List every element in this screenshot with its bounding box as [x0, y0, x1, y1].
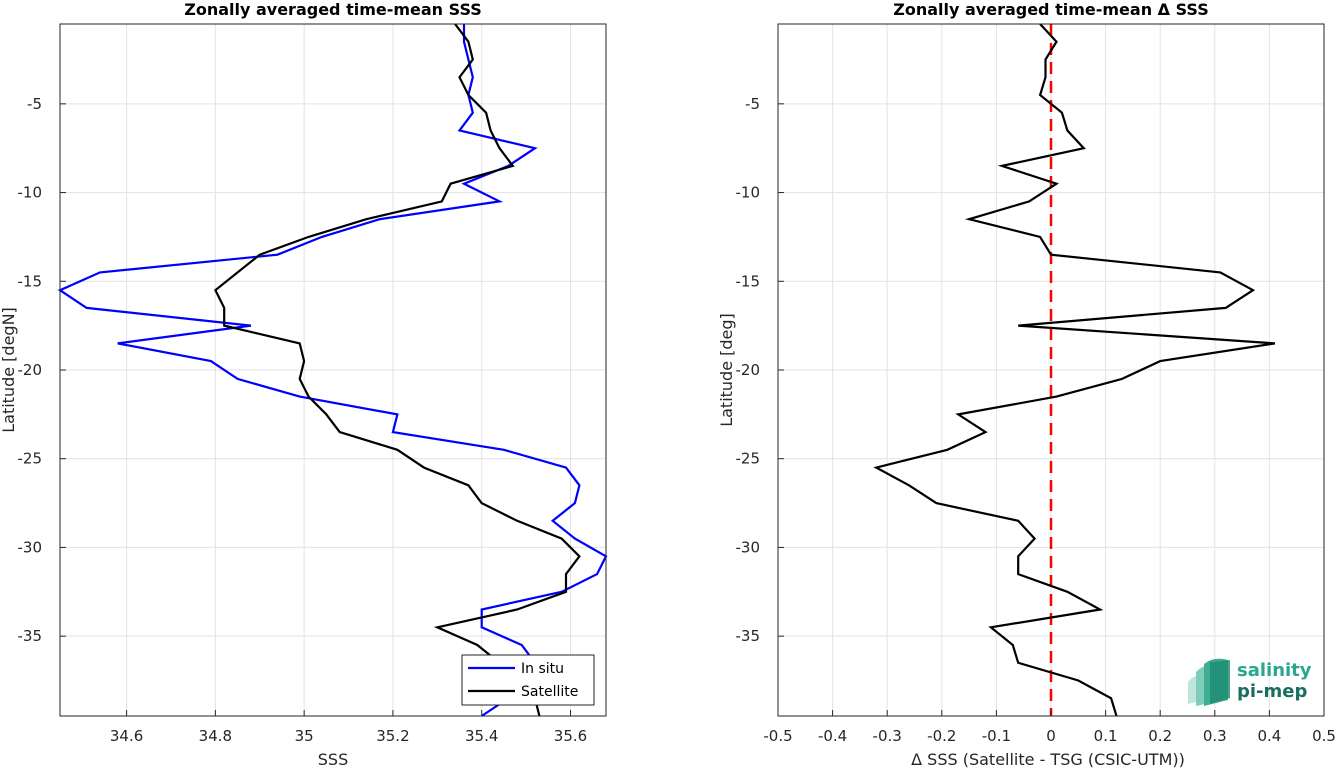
- delta-y-tick-label: -30: [736, 538, 761, 556]
- sss-y-axis-label: Latitude [degN]: [0, 307, 18, 433]
- delta-x-tick-label: 0.4: [1257, 727, 1281, 745]
- sss-y-tick-label: -25: [18, 450, 43, 468]
- delta-x-tick-label: -0.3: [873, 727, 902, 745]
- delta-x-tick-label: 0.5: [1312, 727, 1336, 745]
- delta-x-tick-label: 0.1: [1094, 727, 1118, 745]
- delta-y-tick-label: -20: [736, 361, 761, 379]
- delta-y-tick-label: -5: [745, 95, 760, 113]
- sss-x-tick-label: 34.8: [199, 727, 232, 745]
- sss-grid: [60, 24, 606, 716]
- legend-box: [461, 654, 595, 706]
- sss-x-tick-label: 35: [295, 727, 314, 745]
- salinity-pimep-logo: salinity pi-mep: [1188, 658, 1312, 706]
- sss-y-tick-label: -20: [18, 361, 43, 379]
- sss-x-axis-label: SSS: [318, 750, 348, 769]
- legend-label-satellite: Satellite: [521, 684, 578, 700]
- sss-x-tick-label: 35.4: [465, 727, 498, 745]
- legend-label-in-situ: In situ: [521, 661, 564, 677]
- sss-y-tick-label: -35: [18, 627, 43, 645]
- sss-x-tick-label: 35.6: [554, 727, 587, 745]
- delta-y-tick-label: -25: [736, 450, 761, 468]
- logo-text-pimep: pi-mep: [1237, 681, 1307, 702]
- logo-wave-icon: [1188, 658, 1230, 706]
- delta-y-axis-label: Latitude [deg]: [717, 313, 736, 427]
- delta-series: [873, 23, 1276, 717]
- sss-y-tick-label: -15: [18, 272, 43, 290]
- delta-x-tick-label: -0.1: [982, 727, 1011, 745]
- series-line-delta: [873, 23, 1276, 717]
- sss-series: [57, 23, 608, 717]
- delta-x-tick-label: 0.2: [1148, 727, 1172, 745]
- delta-y-tick-label: -35: [736, 627, 761, 645]
- delta-x-tick-label: 0.3: [1203, 727, 1227, 745]
- delta-x-tick-label: -0.5: [763, 727, 792, 745]
- series-line-in-situ: [57, 24, 608, 717]
- sss-legend: In situ Satellite: [461, 654, 595, 706]
- sss-x-tick-label: 34.6: [110, 727, 143, 745]
- sss-chart-title: Zonally averaged time-mean SSS: [184, 0, 482, 19]
- delta-x-tick-label: -0.4: [818, 727, 847, 745]
- delta-y-tick-label: -10: [736, 184, 761, 202]
- delta-chart-title: Zonally averaged time-mean Δ SSS: [893, 0, 1209, 19]
- sss-y-tick-label: -30: [18, 538, 43, 556]
- sss-panel: 34.6 34.8 35 35.2 35.4 35.6 -5 -10 -15 -20 -25 -30…: [0, 0, 608, 769]
- delta-x-axis-label: Δ SSS (Satellite - TSG (CSIC-UTM)): [911, 750, 1185, 769]
- sss-y-ticks: -5 -10 -15 -20 -25 -30 -35: [18, 95, 66, 645]
- delta-x-tick-label: -0.2: [927, 727, 956, 745]
- sss-x-ticks: 34.6 34.8 35 35.2 35.4 35.6: [110, 710, 587, 745]
- series-line-satellite: [214, 23, 581, 717]
- delta-x-tick-label: 0: [1046, 727, 1056, 745]
- sss-y-tick-label: -10: [18, 184, 43, 202]
- sss-x-tick-label: 35.2: [376, 727, 409, 745]
- sss-y-tick-label: -5: [27, 95, 42, 113]
- logo-text-salinity: salinity: [1237, 660, 1312, 681]
- delta-y-tick-label: -15: [736, 272, 761, 290]
- delta-sss-panel: -0.5 -0.4 -0.3 -0.2 -0.1 0 0.1 0.2 0.3 0.4 0.5 -5-…: [717, 0, 1336, 769]
- delta-x-ticks: -0.5 -0.4 -0.3 -0.2 -0.1 0 0.1 0.2 0.3 0.4 0.5: [763, 710, 1336, 745]
- delta-y-ticks: -5 -10 -15 -20 -25 -30 -35: [736, 95, 784, 645]
